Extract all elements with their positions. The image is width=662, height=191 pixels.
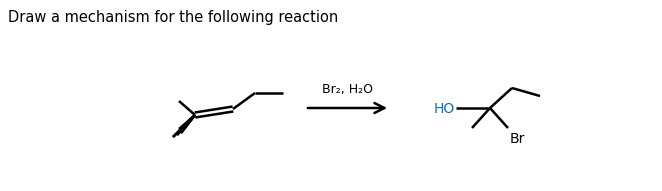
- Text: Br₂, H₂O: Br₂, H₂O: [322, 83, 373, 96]
- Text: Br: Br: [510, 132, 526, 146]
- Text: Draw a mechanism for the following reaction: Draw a mechanism for the following react…: [8, 10, 338, 25]
- Text: HO: HO: [434, 102, 455, 116]
